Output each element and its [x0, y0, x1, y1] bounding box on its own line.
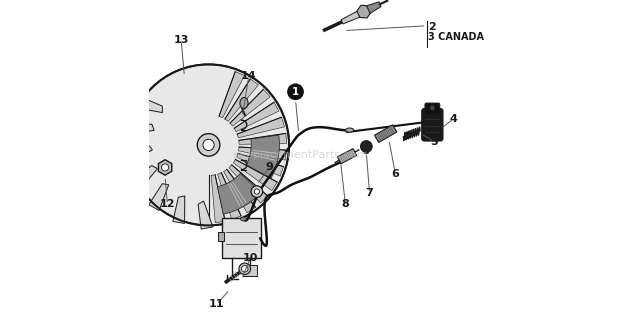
Circle shape	[287, 83, 304, 100]
Text: 1: 1	[292, 87, 299, 97]
Text: 9: 9	[266, 162, 273, 173]
Text: 4: 4	[450, 114, 457, 124]
Polygon shape	[218, 173, 241, 220]
Wedge shape	[218, 174, 261, 214]
Text: 2: 2	[428, 22, 436, 33]
FancyBboxPatch shape	[218, 232, 224, 241]
Ellipse shape	[240, 98, 248, 109]
Polygon shape	[233, 159, 277, 191]
Polygon shape	[125, 145, 153, 163]
Text: 5: 5	[430, 137, 438, 147]
Text: 8: 8	[342, 199, 349, 210]
Text: eReplacementParts.com: eReplacementParts.com	[232, 149, 368, 160]
Polygon shape	[237, 153, 283, 176]
Wedge shape	[246, 135, 280, 178]
Circle shape	[254, 189, 259, 194]
FancyBboxPatch shape	[223, 218, 261, 258]
FancyBboxPatch shape	[243, 265, 257, 276]
Polygon shape	[132, 166, 157, 190]
Text: 14: 14	[241, 71, 257, 81]
Circle shape	[242, 266, 248, 272]
Text: 3 CANADA: 3 CANADA	[428, 32, 484, 42]
Polygon shape	[357, 5, 371, 18]
Polygon shape	[341, 9, 364, 24]
Ellipse shape	[241, 217, 246, 221]
FancyBboxPatch shape	[422, 109, 443, 141]
Text: 12: 12	[159, 199, 175, 210]
Polygon shape	[366, 2, 381, 14]
Circle shape	[361, 141, 372, 152]
Polygon shape	[224, 169, 255, 213]
Circle shape	[128, 64, 289, 225]
Polygon shape	[237, 117, 285, 138]
Text: 13: 13	[174, 35, 189, 45]
Polygon shape	[158, 160, 172, 175]
Polygon shape	[149, 184, 169, 211]
Polygon shape	[225, 79, 259, 121]
Polygon shape	[135, 96, 162, 113]
Polygon shape	[239, 147, 286, 160]
Circle shape	[239, 263, 250, 275]
Polygon shape	[239, 133, 286, 144]
Polygon shape	[337, 148, 356, 164]
Text: 7: 7	[366, 188, 373, 198]
FancyBboxPatch shape	[425, 103, 440, 114]
Circle shape	[251, 186, 263, 197]
Circle shape	[197, 134, 220, 156]
Circle shape	[162, 164, 169, 171]
Polygon shape	[374, 125, 397, 143]
Polygon shape	[198, 201, 213, 229]
Circle shape	[203, 139, 214, 151]
Circle shape	[430, 105, 435, 110]
Text: 6: 6	[391, 169, 399, 179]
Polygon shape	[211, 175, 225, 223]
Polygon shape	[234, 102, 279, 132]
Polygon shape	[230, 89, 270, 126]
Circle shape	[364, 149, 369, 154]
Polygon shape	[127, 123, 154, 135]
Text: 11: 11	[209, 299, 224, 309]
Polygon shape	[173, 196, 185, 223]
Polygon shape	[219, 71, 244, 118]
Polygon shape	[229, 165, 268, 203]
Text: 10: 10	[243, 252, 258, 263]
Ellipse shape	[345, 128, 353, 132]
